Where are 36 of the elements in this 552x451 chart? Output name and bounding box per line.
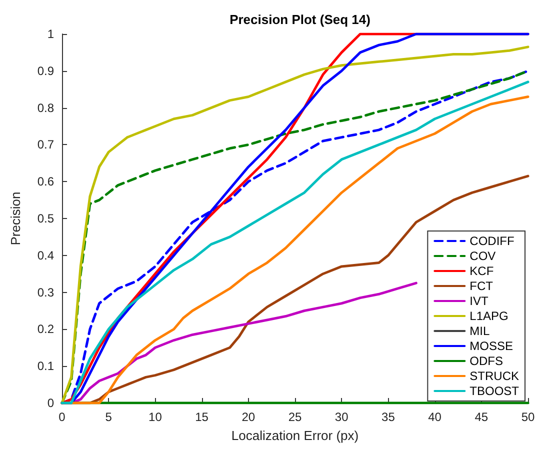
legend-label: MIL	[470, 324, 490, 338]
y-tick-label: 0.5	[37, 212, 54, 226]
y-tick-label: 0.8	[37, 100, 54, 115]
legend-label: L1APG	[470, 309, 508, 323]
legend-label: COV	[470, 249, 496, 263]
legend-label: IVT	[470, 294, 489, 308]
x-axis-title: Localization Error (px)	[231, 428, 359, 443]
y-tick-label: 0.3	[37, 285, 54, 300]
x-tick-label: 0	[58, 410, 66, 424]
y-tick-label: 0.9	[37, 64, 54, 78]
legend-label: STRUCK	[470, 369, 520, 383]
legend-label: ODFS	[470, 354, 504, 368]
x-tick-label: 5	[105, 410, 112, 424]
chart-title: Precision Plot (Seq 14)	[230, 12, 370, 27]
x-tick-label: 45	[474, 410, 488, 424]
y-tick-label: 0.4	[37, 248, 54, 262]
x-tick-label: 15	[195, 410, 209, 424]
x-tick-label: 10	[148, 410, 162, 424]
x-tick-label: 30	[334, 410, 349, 424]
legend-label: KCF	[470, 264, 494, 278]
x-tick-label: 35	[382, 410, 396, 424]
y-tick-label: 1	[47, 27, 54, 41]
x-tick-label: 25	[288, 410, 302, 424]
y-tick-label: 0.2	[37, 322, 54, 336]
y-tick-label: 0.6	[37, 174, 54, 189]
x-tick-label: 20	[242, 410, 256, 424]
legend-label: CODIFF	[470, 234, 514, 248]
legend-label: MOSSE	[470, 339, 514, 353]
x-tick-label: 50	[521, 410, 535, 424]
x-tick-label: 40	[428, 410, 442, 424]
legend-label: TBOOST	[470, 384, 520, 398]
legend-label: FCT	[470, 279, 494, 293]
y-tick-label: 0.7	[37, 138, 54, 152]
y-tick-label: 0.1	[37, 359, 54, 374]
y-axis-title: Precision	[8, 192, 23, 246]
y-tick-label: 0	[47, 396, 54, 410]
